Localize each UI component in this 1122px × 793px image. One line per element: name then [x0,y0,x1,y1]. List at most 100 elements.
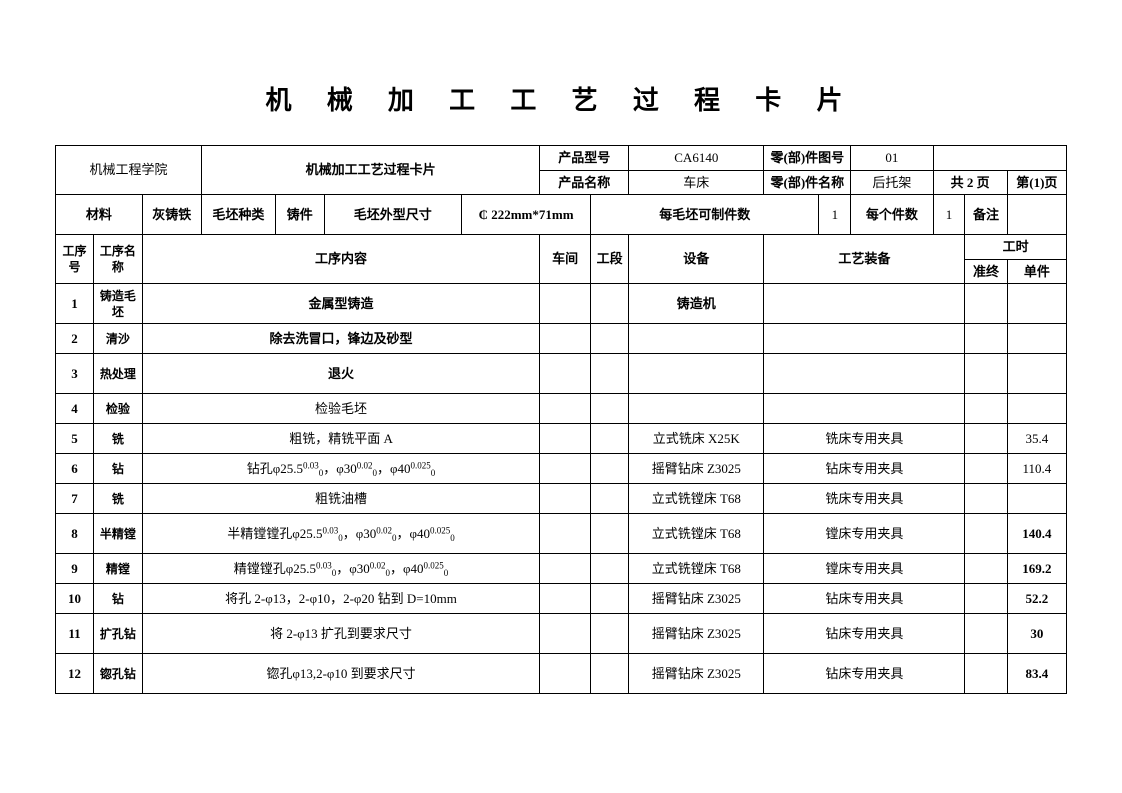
cell-tooling: 钻床专用夹具 [764,584,965,614]
header-row-1: 机械工程学院 机械加工工艺过程卡片 产品型号 CA6140 零(部)件图号 01 [56,146,1067,171]
cell-seq: 8 [56,514,94,554]
pages-total: 共 2 页 [933,170,1007,195]
cell-prep [965,584,1007,614]
col-time: 工时 [965,235,1067,260]
cell-content: 将孔 2-φ13，2-φ10，2-φ20 钻到 D=10mm [142,584,540,614]
table-row: 5铣粗铣，精铣平面 A立式铣床 X25K铣床专用夹具35.4 [56,424,1067,454]
cell-shop [540,484,591,514]
cell-unit: 35.4 [1007,424,1066,454]
cell-name: 检验 [94,394,143,424]
cell-tooling: 钻床专用夹具 [764,454,965,484]
cell-content: 粗铣，精铣平面 A [142,424,540,454]
cell-name: 铣 [94,424,143,454]
cell-content: 锪孔φ13,2-φ10 到要求尺寸 [142,654,540,694]
cell-equip [629,354,764,394]
cell-unit [1007,484,1066,514]
partno-label: 零(部)件图号 [764,146,851,171]
table-row: 8半精镗半精镗镗孔φ25.50.030，φ300.020，φ400.0250立式… [56,514,1067,554]
cell-sect [591,454,629,484]
cell-prep [965,654,1007,694]
blank-size-value: ₵ 222mm*71mm [462,195,591,235]
per-blank-label: 每毛坯可制件数 [591,195,819,235]
cell-equip: 立式铣镗床 T68 [629,554,764,584]
cell-unit: 30 [1007,614,1066,654]
material-label: 材料 [56,195,143,235]
cell-content: 金属型铸造 [142,284,540,324]
cell-shop [540,324,591,354]
col-tooling: 工艺装备 [764,235,965,284]
table-row: 2清沙除去洗冒口，锋边及砂型 [56,324,1067,354]
cell-unit: 140.4 [1007,514,1066,554]
material-row: 材料 灰铸铁 毛坯种类 铸件 毛坯外型尺寸 ₵ 222mm*71mm 每毛坯可制… [56,195,1067,235]
cell-seq: 3 [56,354,94,394]
cell-name: 铣 [94,484,143,514]
cell-name: 铸造毛坯 [94,284,143,324]
per-piece-label: 每个件数 [851,195,933,235]
cell-seq: 5 [56,424,94,454]
cell-sect [591,284,629,324]
table-row: 3热处理退火 [56,354,1067,394]
cell-unit [1007,284,1066,324]
cell-sect [591,614,629,654]
cell-prep [965,484,1007,514]
model-label: 产品型号 [540,146,629,171]
process-card-page: 机 械 加 工 工 艺 过 程 卡 片 机械工程学院 机械加工工艺过程卡片 [0,0,1122,793]
table-row: 6钻钻孔φ25.50.030，φ300.020，φ400.0250摇臂钻床 Z3… [56,454,1067,484]
col-header-row-1: 工序号 工序名称 工序内容 车间 工段 设备 工艺装备 工时 [56,235,1067,260]
cell-name: 清沙 [94,324,143,354]
cell-equip: 立式铣床 X25K [629,424,764,454]
cell-prep [965,394,1007,424]
cell-shop [540,654,591,694]
cell-shop [540,514,591,554]
table-row: 1铸造毛坯金属型铸造铸造机 [56,284,1067,324]
cell-prep [965,614,1007,654]
cell-name: 钻 [94,584,143,614]
process-card-table: 机械工程学院 机械加工工艺过程卡片 产品型号 CA6140 零(部)件图号 01… [55,145,1067,694]
partno-value: 01 [851,146,933,171]
page-current: 第(1)页 [1007,170,1066,195]
cell-sect [591,484,629,514]
cell-seq: 9 [56,554,94,584]
col-time-unit: 单件 [1007,259,1066,284]
cell-unit: 169.2 [1007,554,1066,584]
cell-name: 半精镗 [94,514,143,554]
table-row: 9精镗精镗镗孔φ25.50.030，φ300.020，φ400.0250立式铣镗… [56,554,1067,584]
cell-shop [540,584,591,614]
cell-prep [965,324,1007,354]
cell-tooling [764,394,965,424]
blank-cell-1 [933,146,1066,171]
page-title: 机 械 加 工 工 艺 过 程 卡 片 [55,80,1067,117]
cell-prep [965,424,1007,454]
cell-name: 热处理 [94,354,143,394]
cell-equip [629,394,764,424]
cell-unit [1007,354,1066,394]
cell-prep [965,354,1007,394]
cell-prep [965,284,1007,324]
table-row: 12锪孔钻锪孔φ13,2-φ10 到要求尺寸摇臂钻床 Z3025钻床专用夹具83… [56,654,1067,694]
cell-sect [591,394,629,424]
col-equip: 设备 [629,235,764,284]
cell-shop [540,554,591,584]
prodname-label: 产品名称 [540,170,629,195]
material-value: 灰铸铁 [142,195,201,235]
blank-size-label: 毛坯外型尺寸 [324,195,461,235]
cell-content: 检验毛坯 [142,394,540,424]
per-blank-value: 1 [819,195,851,235]
cell-tooling: 钻床专用夹具 [764,654,965,694]
cell-unit: 52.2 [1007,584,1066,614]
cell-equip: 摇臂钻床 Z3025 [629,454,764,484]
cell-tooling [764,324,965,354]
cell-tooling [764,284,965,324]
cell-tooling: 钻床专用夹具 [764,614,965,654]
cell-unit [1007,324,1066,354]
blank-type-value: 铸件 [275,195,324,235]
col-name: 工序名称 [94,235,143,284]
cell-equip [629,324,764,354]
cell-tooling: 镗床专用夹具 [764,554,965,584]
partname-value: 后托架 [851,170,933,195]
cell-seq: 10 [56,584,94,614]
cell-sect [591,354,629,394]
cell-seq: 2 [56,324,94,354]
cell-content: 半精镗镗孔φ25.50.030，φ300.020，φ400.0250 [142,514,540,554]
table-row: 11扩孔钻将 2-φ13 扩孔到要求尺寸摇臂钻床 Z3025钻床专用夹具30 [56,614,1067,654]
